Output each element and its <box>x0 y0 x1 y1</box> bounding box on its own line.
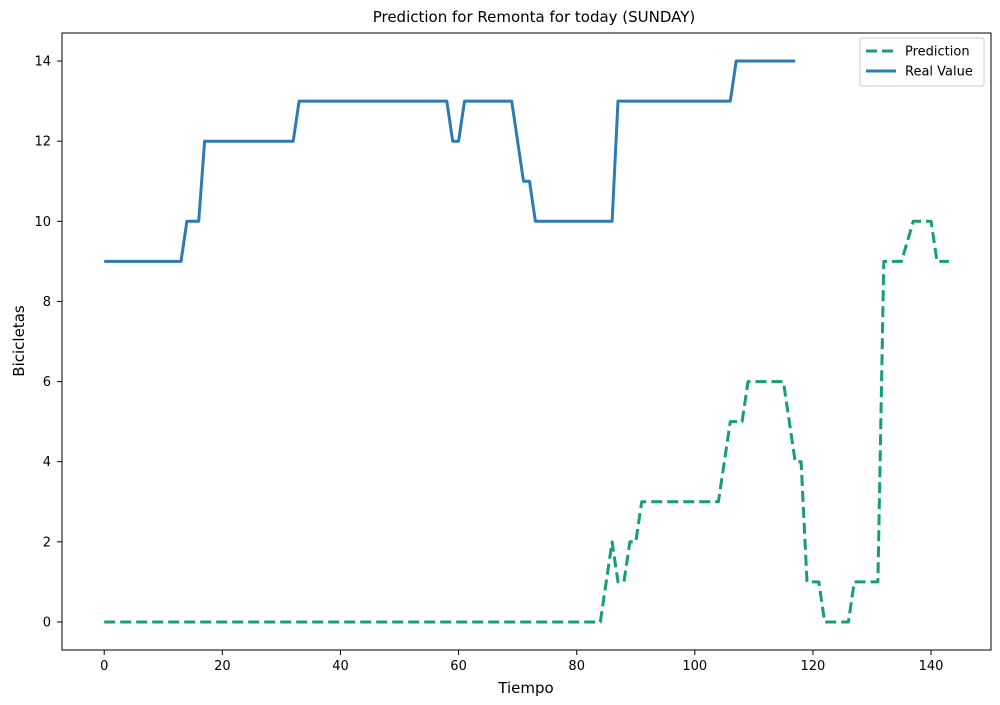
x-tick-label: 0 <box>100 659 108 674</box>
plot-area <box>61 32 992 651</box>
chart-title: Prediction for Remonta for today (SUNDAY… <box>373 8 696 26</box>
y-tick-label: 10 <box>34 215 51 230</box>
x-tick-label: 140 <box>919 659 944 674</box>
legend-label: Real Value <box>905 65 973 80</box>
y-tick-label: 4 <box>43 455 51 470</box>
series-line-prediction <box>104 219 949 624</box>
series-group <box>104 59 949 624</box>
x-tick-label: 40 <box>332 659 349 674</box>
y-tick-label: 8 <box>43 295 51 310</box>
x-axis: 0 20 40 60 80 100 120 140 <box>100 650 943 674</box>
legend: Prediction Real Value <box>859 37 985 87</box>
x-axis-label: Tiempo <box>497 679 553 697</box>
x-tick-label: 120 <box>801 659 826 674</box>
plot-frame <box>61 32 992 651</box>
y-tick-label: 2 <box>43 535 51 550</box>
series-line-real-value <box>104 59 796 263</box>
y-tick-label: 12 <box>34 135 51 150</box>
x-tick-label: 20 <box>214 659 231 674</box>
x-tick-label: 60 <box>450 659 467 674</box>
legend-label: Prediction <box>905 45 970 60</box>
y-tick-label: 0 <box>43 615 51 630</box>
x-tick-label: 80 <box>568 659 585 674</box>
x-tick-label: 100 <box>682 659 707 674</box>
y-axis: 0 2 4 6 8 10 12 14 <box>34 55 62 630</box>
y-axis-label: Bicicletas <box>10 305 28 377</box>
y-tick-label: 14 <box>34 55 51 70</box>
y-tick-label: 6 <box>43 375 51 390</box>
